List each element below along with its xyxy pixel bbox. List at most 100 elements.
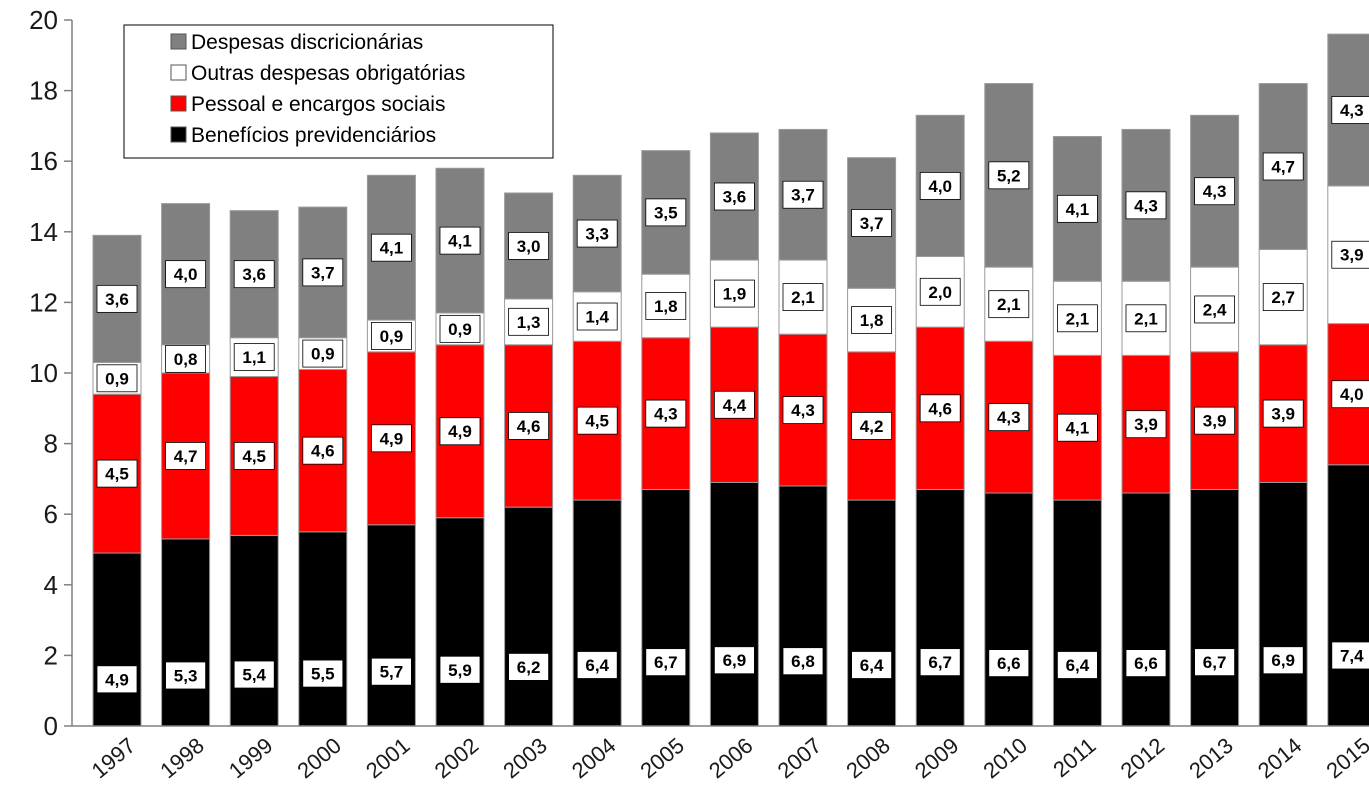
data-label-box bbox=[508, 412, 550, 440]
data-label-1998-s1: 4,7 bbox=[174, 447, 198, 466]
x-tick-label: 2001 bbox=[361, 733, 415, 784]
data-label-2004-s3: 3,3 bbox=[585, 225, 609, 244]
data-label-box bbox=[96, 284, 138, 313]
data-label-box bbox=[1331, 641, 1369, 670]
data-label-2003-s3: 3,0 bbox=[517, 237, 541, 256]
data-label-box bbox=[645, 399, 687, 428]
data-label-2006-s0: 6,9 bbox=[723, 651, 747, 670]
data-label-box bbox=[1125, 304, 1167, 333]
bar-segment-2011-s0 bbox=[1052, 499, 1102, 727]
data-label-2014-s0: 6,9 bbox=[1271, 651, 1295, 670]
y-tick-label: 14 bbox=[29, 217, 58, 247]
data-label-2010-s0: 6,6 bbox=[997, 654, 1021, 673]
data-label-2012-s0: 6,6 bbox=[1134, 654, 1158, 673]
y-tick-label: 20 bbox=[29, 5, 58, 35]
data-label-1999-s3: 3,6 bbox=[242, 265, 266, 284]
y-tick-label: 10 bbox=[29, 358, 58, 388]
data-label-box bbox=[782, 180, 824, 209]
y-tick-label: 16 bbox=[29, 146, 58, 176]
data-label-2008-s3: 3,7 bbox=[860, 214, 884, 233]
data-label-1999-s0: 5,4 bbox=[242, 666, 266, 685]
data-label-box bbox=[919, 277, 961, 306]
data-label-2002-s0: 5,9 bbox=[448, 661, 472, 680]
data-label-2001-s2: 0,9 bbox=[380, 327, 404, 346]
x-tick-label: 1997 bbox=[87, 733, 141, 784]
data-label-2000-s1: 4,6 bbox=[311, 442, 335, 461]
data-label-box bbox=[851, 412, 892, 440]
bar-segment-2004-s0 bbox=[572, 499, 622, 727]
data-label-1997-s2: 0,9 bbox=[105, 369, 129, 388]
data-label-box bbox=[576, 302, 618, 331]
bar-segment-2002-s0 bbox=[435, 517, 485, 727]
data-label-box bbox=[988, 290, 1030, 319]
data-label-box bbox=[576, 406, 618, 435]
data-label-box bbox=[165, 344, 207, 373]
data-label-2015-s2: 3,9 bbox=[1340, 246, 1364, 265]
x-tick-label: 2012 bbox=[1116, 733, 1170, 784]
data-label-box bbox=[302, 258, 344, 287]
data-label-box bbox=[714, 279, 755, 308]
bar-segment-2003-s0 bbox=[504, 506, 554, 727]
data-label-box bbox=[1194, 648, 1235, 677]
data-label-2000-s3: 3,7 bbox=[311, 263, 335, 282]
y-tick-label: 12 bbox=[29, 287, 58, 317]
data-label-box bbox=[1331, 240, 1369, 269]
data-label-2014-s1: 3,9 bbox=[1271, 405, 1295, 424]
data-label-box bbox=[508, 307, 550, 336]
data-label-2011-s1: 4,1 bbox=[1066, 419, 1090, 438]
data-label-box bbox=[851, 209, 892, 237]
data-label-box bbox=[96, 459, 138, 488]
data-label-box bbox=[1057, 194, 1098, 223]
legend-swatch bbox=[170, 95, 187, 112]
data-label-box bbox=[1262, 646, 1304, 675]
legend-label: Pessoal e encargos sociais bbox=[191, 93, 445, 116]
x-tick-label: 2015 bbox=[1321, 733, 1369, 784]
data-label-1999-s2: 1,1 bbox=[242, 348, 266, 367]
data-label-2004-s1: 4,5 bbox=[585, 412, 609, 431]
data-label-2007-s3: 3,7 bbox=[791, 186, 815, 205]
data-label-box bbox=[1331, 96, 1369, 124]
data-label-2001-s0: 5,7 bbox=[380, 663, 404, 682]
data-label-2008-s1: 4,2 bbox=[860, 417, 884, 436]
data-label-2000-s2: 0,9 bbox=[311, 345, 335, 364]
data-label-box bbox=[1125, 191, 1167, 220]
data-label-2013-s2: 2,4 bbox=[1203, 300, 1227, 319]
data-label-box bbox=[165, 442, 207, 470]
data-label-2003-s0: 6,2 bbox=[517, 658, 541, 677]
data-label-2006-s1: 4,4 bbox=[723, 396, 747, 415]
data-label-box bbox=[508, 653, 550, 681]
data-label-2005-s0: 6,7 bbox=[654, 653, 678, 672]
data-label-box bbox=[782, 283, 824, 312]
data-label-box bbox=[439, 314, 481, 343]
data-label-box bbox=[165, 260, 207, 289]
data-label-box bbox=[851, 306, 892, 334]
data-label-1997-s3: 3,6 bbox=[105, 290, 129, 309]
data-label-2013-s0: 6,7 bbox=[1203, 653, 1227, 672]
data-label-2006-s3: 3,6 bbox=[723, 188, 747, 207]
x-tick-label: 2008 bbox=[841, 733, 895, 784]
y-tick-label: 2 bbox=[44, 640, 58, 670]
data-label-box bbox=[1262, 283, 1304, 312]
legend-box bbox=[123, 24, 554, 159]
y-axis: 0 2 4 6 8 10 12 14 16 18 20 bbox=[29, 5, 73, 741]
data-label-box bbox=[1194, 406, 1235, 435]
bar-segment-1997-s0 bbox=[92, 552, 142, 727]
data-label-box bbox=[1057, 651, 1098, 679]
legend-swatch bbox=[170, 64, 187, 81]
data-label-box bbox=[233, 660, 275, 689]
data-label-box bbox=[782, 647, 824, 676]
bar-segment-2013-s0 bbox=[1190, 488, 1240, 727]
data-label-2009-s2: 2,0 bbox=[928, 283, 952, 302]
data-label-box bbox=[714, 390, 755, 419]
data-label-box bbox=[988, 161, 1030, 190]
x-tick-label: 2002 bbox=[430, 733, 484, 784]
bar-segment-2014-s0 bbox=[1258, 481, 1308, 727]
data-label-2008-s2: 1,8 bbox=[860, 311, 884, 330]
data-label-box bbox=[1194, 295, 1235, 324]
x-tick-label: 2014 bbox=[1253, 733, 1307, 784]
data-label-2007-s0: 6,8 bbox=[791, 652, 815, 671]
x-tick-label: 2006 bbox=[704, 733, 758, 784]
bar-segment-2009-s0 bbox=[915, 488, 965, 727]
legend-label: Benefícios previdenciários bbox=[191, 124, 436, 147]
